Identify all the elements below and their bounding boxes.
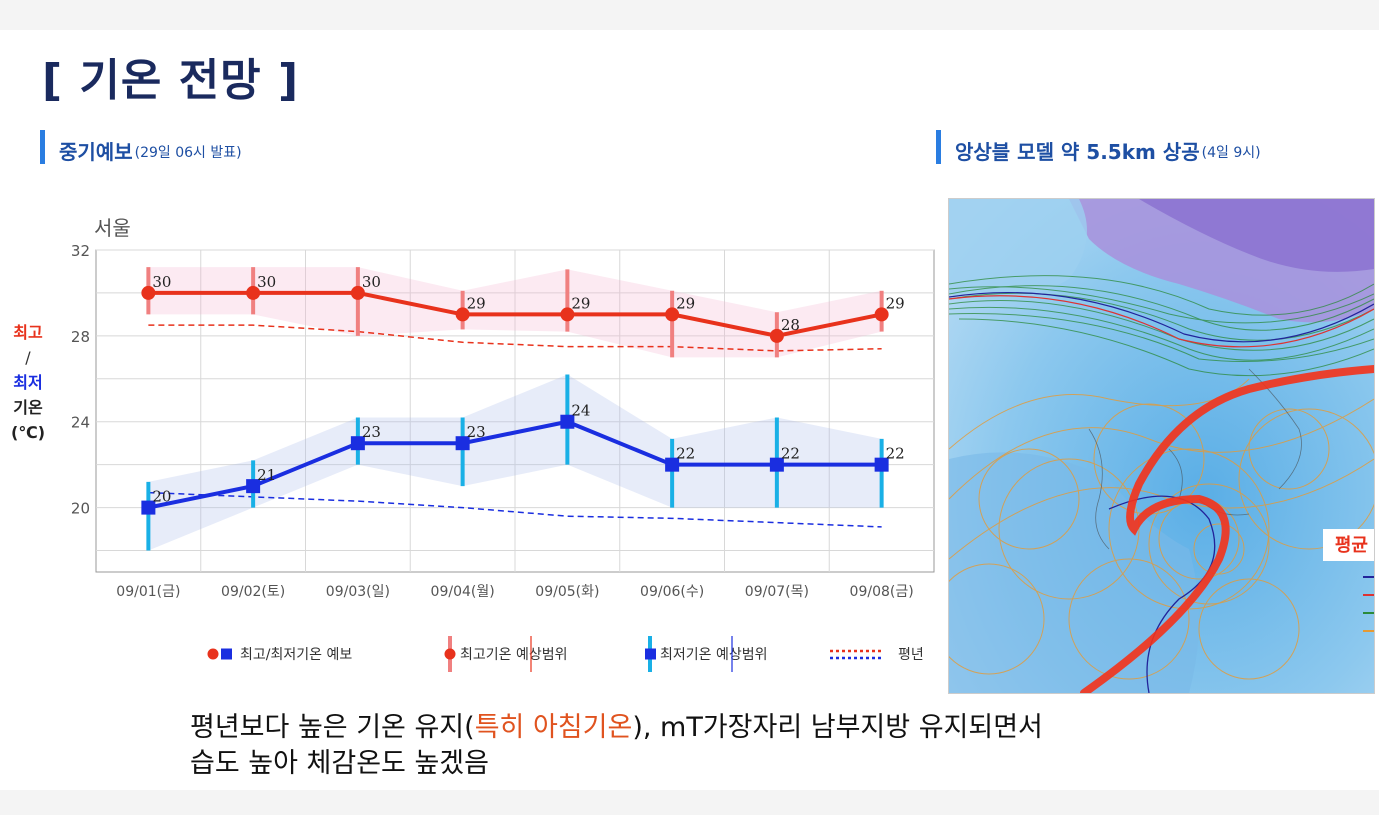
forecast-section-title: 중기예보 (59, 140, 133, 164)
x-tick-label: 09/03(일) (326, 584, 390, 600)
chart-title: 서울 (94, 216, 131, 240)
max-temp-label: 30 (257, 273, 276, 291)
legend-forecast-label: 최고/최저기온 예보 (240, 647, 352, 663)
normal-min-line (148, 491, 882, 528)
min-temp-label: 23 (362, 423, 381, 441)
min-temp-point (350, 436, 365, 451)
x-tick-label: 09/04(월) (431, 584, 495, 600)
min-temp-label: 24 (571, 402, 590, 420)
y-label-unit: (℃) (11, 423, 45, 442)
min-temp-label: 23 (467, 423, 486, 441)
min-temp-point (141, 500, 156, 515)
legend-max-range-label: 최고기온 예상범위 (460, 647, 568, 663)
max-range-band (148, 267, 882, 358)
min-temp-label: 22 (676, 445, 695, 463)
x-tick-label: 09/02(토) (221, 584, 285, 600)
y-tick-label: 20 (71, 500, 90, 518)
y-tick-label: 28 (71, 328, 90, 346)
max-temp-label: 29 (886, 294, 905, 312)
min-temp-point (874, 457, 889, 472)
y-tick-label: 32 (71, 242, 90, 260)
max-temp-line (148, 290, 883, 338)
x-tick-label: 09/08(금) (850, 584, 914, 600)
caption-line-1-b: ), mT가장자리 남부지방 유지되면서 (632, 712, 1043, 743)
max-temp-point (560, 307, 575, 322)
min-temp-line (147, 419, 882, 510)
y-label-temp: 기온 (13, 398, 43, 417)
forecast-section-subtitle: (29일 06시 발표) (134, 145, 242, 161)
average-label: 평균 (1322, 529, 1374, 561)
legend-min-range-marker (645, 648, 656, 660)
legend-max-marker (207, 648, 219, 660)
ensemble-map: 평균 (948, 198, 1375, 694)
min-temp-point (769, 457, 784, 472)
page-title: [ 기온 전망 ] (42, 55, 300, 106)
min-temp-label: 21 (257, 466, 276, 484)
section-bar (936, 130, 941, 164)
max-temp-label: 28 (781, 316, 800, 334)
min-temp-point (455, 436, 470, 451)
y-axis-label: 최고 / 최저 기온 (℃) (8, 320, 48, 445)
min-temp-label: 22 (781, 445, 800, 463)
min-range-band (148, 374, 882, 551)
legend-normal-label: 평년 (898, 647, 924, 663)
caption-line-2: 습도 높아 체감온도 높겠음 (190, 748, 489, 779)
ensemble-section-header: 앙상블 모델 약 5.5km 상공 (4일 9시) (936, 130, 1261, 164)
max-temp-point (665, 307, 680, 322)
ensemble-section-subtitle: (4일 9시) (1201, 145, 1261, 161)
max-temp-point (141, 285, 156, 300)
temperature-chart: 서울 20 24 28 32 09/01(금) 09/02(토) 09/03(일) 09/04(… (71, 216, 935, 672)
max-temp-point (874, 307, 889, 322)
min-temp-label: 20 (152, 488, 171, 506)
legend-max-range-marker (444, 648, 456, 660)
slide: [ 기온 전망 ] 중기예보 (29일 06시 발표) 앙상블 모델 약 5.5… (0, 30, 1379, 790)
section-bar (40, 130, 45, 164)
max-temp-point (455, 307, 470, 322)
caption-line-1: 평년보다 높은 기온 유지(특히 아침기온), mT가장자리 남부지방 유지되면… (190, 710, 1043, 746)
legend-min-range-label: 최저기온 예상범위 (660, 647, 768, 663)
forecast-section-header: 중기예보 (29일 06시 발표) (40, 130, 242, 164)
max-temp-point (246, 285, 261, 300)
y-label-min: 최저 (13, 373, 43, 392)
caption-highlight: 특히 아침기온 (474, 712, 633, 743)
caption-line-1-a: 평년보다 높은 기온 유지( (190, 712, 475, 743)
ensemble-section-title: 앙상블 모델 약 5.5km 상공 (955, 140, 1200, 164)
max-temp-label: 29 (467, 294, 486, 312)
x-tick-label: 09/05(화) (535, 584, 599, 600)
y-label-max: 최고 (13, 323, 43, 342)
max-temp-point (350, 285, 365, 300)
caption: 평년보다 높은 기온 유지(특히 아침기온), mT가장자리 남부지방 유지되면… (190, 710, 1043, 782)
min-temp-point (560, 414, 575, 429)
ensemble-map-image (949, 199, 1374, 693)
max-temp-point (769, 328, 784, 343)
max-temp-label: 29 (676, 294, 695, 312)
min-temp-label: 22 (886, 445, 905, 463)
x-tick-label: 09/01(금) (116, 584, 180, 600)
x-tick-label: 09/07(목) (745, 584, 809, 600)
max-temp-label: 30 (362, 273, 381, 291)
y-tick-label: 24 (71, 414, 90, 432)
min-temp-point (665, 457, 680, 472)
min-temp-point (246, 479, 261, 494)
x-tick-label: 09/06(수) (640, 584, 704, 600)
y-label-slash: / (25, 348, 31, 367)
max-temp-label: 29 (571, 294, 590, 312)
normal-max-line (148, 324, 882, 352)
legend-min-marker (221, 648, 232, 660)
max-temp-label: 30 (152, 273, 171, 291)
